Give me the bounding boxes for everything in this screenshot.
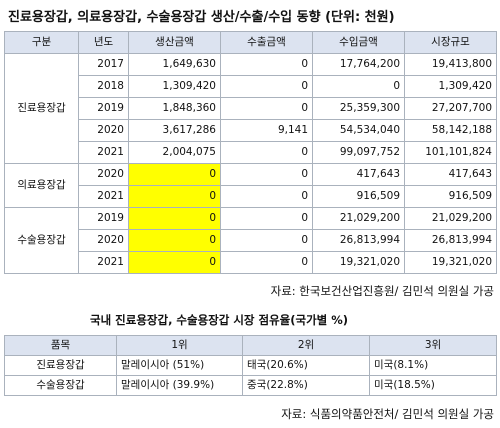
import-cell: 0 <box>312 75 405 98</box>
export-cell: 0 <box>220 53 313 76</box>
production-cell-highlighted: 0 <box>128 163 221 186</box>
market-cell: 19,321,020 <box>404 251 497 274</box>
import-cell: 916,509 <box>312 185 405 208</box>
source-note: 자료: 한국보건산업진흥원/ 김민석 의원실 가공 <box>270 284 494 298</box>
table-title: 진료용장갑, 의료용장갑, 수술용장갑 생산/수출/수입 동향 (단위: 천원) <box>8 10 395 25</box>
market-cell: 26,813,994 <box>404 229 497 252</box>
export-cell: 0 <box>220 251 313 274</box>
header-category: 구분 <box>4 31 79 54</box>
market-share-table: 품목 1위 2위 3위 진료용장갑 말레이시아 (51%) 태국(20.6%) … <box>4 335 497 396</box>
table-header-row: 품목 1위 2위 3위 <box>4 335 497 356</box>
market-cell: 19,413,800 <box>404 53 497 76</box>
export-cell: 0 <box>220 207 313 230</box>
production-cell: 1,848,360 <box>128 97 221 120</box>
year-cell: 2021 <box>78 141 129 164</box>
header-market-size: 시장규모 <box>404 31 497 54</box>
production-cell: 2,004,075 <box>128 141 221 164</box>
market-cell: 101,101,824 <box>404 141 497 164</box>
import-cell: 26,813,994 <box>312 229 405 252</box>
market-cell: 417,643 <box>404 163 497 186</box>
export-cell: 0 <box>220 229 313 252</box>
share-table-title: 국내 진료용장갑, 수술용장갑 시장 점유율(국가별 %) <box>90 313 349 327</box>
rank-2-cell: 중국(22.8%) <box>242 375 370 396</box>
export-cell: 9,141 <box>220 119 313 142</box>
import-cell: 417,643 <box>312 163 405 186</box>
group-label: 진료용장갑 <box>4 53 79 164</box>
table-row: 수술용장갑 2019 0 0 21,029,200 21,029,200 <box>4 207 497 274</box>
import-cell: 19,321,020 <box>312 251 405 274</box>
header-production: 생산금액 <box>128 31 221 54</box>
item-cell: 진료용장갑 <box>4 355 117 376</box>
import-cell: 17,764,200 <box>312 53 405 76</box>
header-year: 년도 <box>78 31 129 54</box>
production-cell-highlighted: 0 <box>128 229 221 252</box>
rank-3-cell: 미국(18.5%) <box>369 375 497 396</box>
year-cell: 2019 <box>78 207 129 230</box>
rank-1-cell: 말레이시아 (51%) <box>116 355 243 376</box>
header-rank-3: 3위 <box>369 335 497 356</box>
year-cell: 2021 <box>78 251 129 274</box>
header-item: 품목 <box>4 335 117 356</box>
market-cell: 27,207,700 <box>404 97 497 120</box>
year-cell: 2020 <box>78 229 129 252</box>
table-row: 2020 0 0 26,813,994 26,813,994 <box>5 229 497 252</box>
table-row: 2018 1,309,420 0 0 1,309,420 <box>5 75 497 98</box>
export-cell: 0 <box>220 163 313 186</box>
import-cell: 99,097,752 <box>312 141 405 164</box>
year-cell: 2021 <box>78 185 129 208</box>
export-cell: 0 <box>220 141 313 164</box>
market-cell: 1,309,420 <box>404 75 497 98</box>
import-cell: 54,534,040 <box>312 119 405 142</box>
import-cell: 25,359,300 <box>312 97 405 120</box>
production-cell: 1,309,420 <box>128 75 221 98</box>
year-cell: 2020 <box>78 163 129 186</box>
market-cell: 21,029,200 <box>404 207 497 230</box>
export-cell: 0 <box>220 185 313 208</box>
production-trade-table: 구분 년도 생산금액 수출금액 수입금액 시장규모 진료용장갑 2017 1,6… <box>4 31 497 274</box>
table-row: 의료용장갑 2020 0 0 417,643 417,643 <box>4 163 497 208</box>
production-cell-highlighted: 0 <box>128 251 221 274</box>
year-cell: 2019 <box>78 97 129 120</box>
table-row: 2021 0 0 916,509 916,509 <box>5 185 497 208</box>
source-note: 자료: 식품의약품안전처/ 김민석 의원실 가공 <box>281 407 494 421</box>
production-cell: 1,649,630 <box>128 53 221 76</box>
table-header-row: 구분 년도 생산금액 수출금액 수입금액 시장규모 <box>4 31 497 54</box>
table-row: 2020 3,617,286 9,141 54,534,040 58,142,1… <box>5 119 497 142</box>
market-cell: 916,509 <box>404 185 497 208</box>
table-row: 진료용장갑 말레이시아 (51%) 태국(20.6%) 미국(8.1%) <box>4 355 497 376</box>
table-row: 진료용장갑 2017 1,649,630 0 17,764,200 19,413… <box>4 53 497 164</box>
table-row: 2021 0 0 19,321,020 19,321,020 <box>5 251 497 274</box>
group-label: 의료용장갑 <box>4 163 79 208</box>
group-label: 수술용장갑 <box>4 207 79 274</box>
table-row: 2021 2,004,075 0 99,097,752 101,101,824 <box>5 141 497 164</box>
production-cell-highlighted: 0 <box>128 185 221 208</box>
production-cell: 3,617,286 <box>128 119 221 142</box>
year-cell: 2018 <box>78 75 129 98</box>
rank-3-cell: 미국(8.1%) <box>369 355 497 376</box>
export-cell: 0 <box>220 97 313 120</box>
market-cell: 58,142,188 <box>404 119 497 142</box>
rank-2-cell: 태국(20.6%) <box>242 355 370 376</box>
table-row: 2019 1,848,360 0 25,359,300 27,207,700 <box>5 97 497 120</box>
export-cell: 0 <box>220 75 313 98</box>
production-cell-highlighted: 0 <box>128 207 221 230</box>
item-cell: 수술용장갑 <box>4 375 117 396</box>
import-cell: 21,029,200 <box>312 207 405 230</box>
rank-1-cell: 말레이시아 (39.9%) <box>116 375 243 396</box>
header-export: 수출금액 <box>220 31 313 54</box>
header-import: 수입금액 <box>312 31 405 54</box>
table-row: 수술용장갑 말레이시아 (39.9%) 중국(22.8%) 미국(18.5%) <box>4 375 497 396</box>
header-rank-1: 1위 <box>116 335 243 356</box>
year-cell: 2017 <box>78 53 129 76</box>
header-rank-2: 2위 <box>242 335 370 356</box>
year-cell: 2020 <box>78 119 129 142</box>
